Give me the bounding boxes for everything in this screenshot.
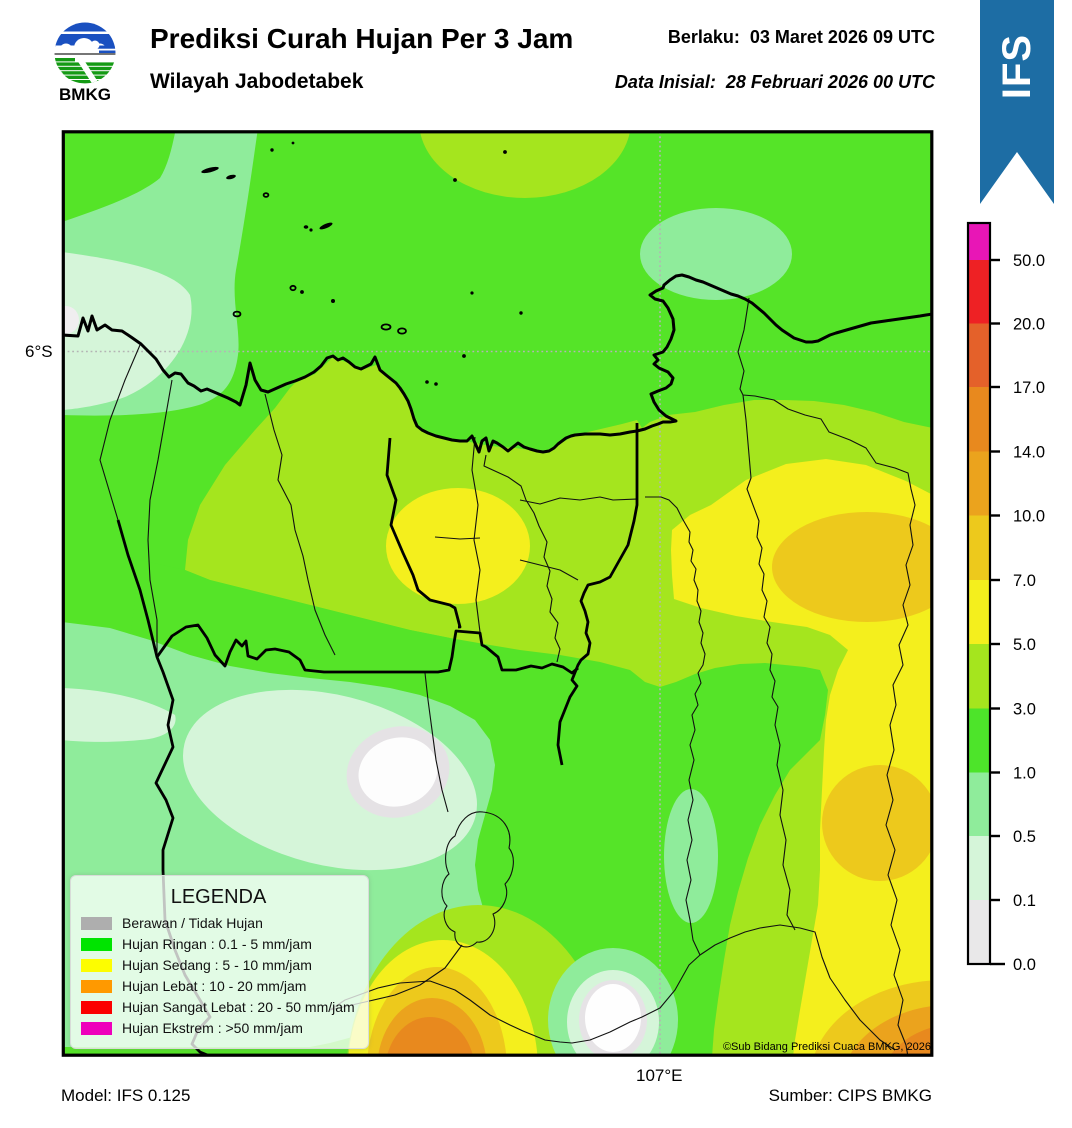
svg-text:3.0: 3.0 (1013, 701, 1036, 719)
svg-text:10.0: 10.0 (1013, 508, 1045, 526)
svg-text:20.0: 20.0 (1013, 316, 1045, 334)
svg-text:50.0: 50.0 (1013, 252, 1045, 270)
svg-text:BMKG: BMKG (59, 85, 111, 103)
svg-text:1.0: 1.0 (1013, 765, 1036, 783)
svg-text:0.0: 0.0 (1013, 956, 1036, 974)
svg-text:17.0: 17.0 (1013, 379, 1045, 397)
svg-text:0.1: 0.1 (1013, 892, 1036, 910)
svg-text:0.5: 0.5 (1013, 828, 1036, 846)
svg-text:©Sub Bidang Prediksi Cuaca BMK: ©Sub Bidang Prediksi Cuaca BMKG, 2026 (723, 1041, 931, 1053)
svg-text:5.0: 5.0 (1013, 636, 1036, 654)
svg-text:14.0: 14.0 (1013, 444, 1045, 462)
svg-text:IFS: IFS (995, 34, 1039, 99)
svg-text:7.0: 7.0 (1013, 572, 1036, 590)
